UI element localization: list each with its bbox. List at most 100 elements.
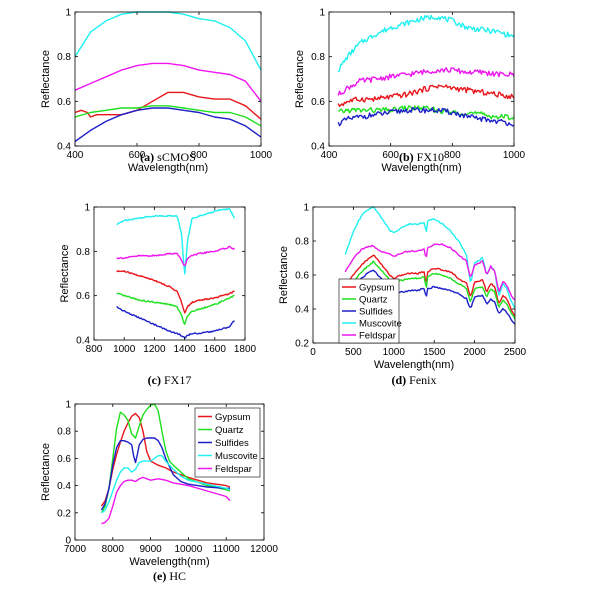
- caption-letter: (b): [399, 150, 414, 164]
- series-line-muscovite: [101, 455, 231, 514]
- y-tick-label: 0.4: [57, 142, 71, 153]
- legend-label: Quartz: [359, 294, 388, 305]
- x-tick-label: 800: [191, 150, 208, 161]
- series-line-feldspar: [344, 243, 515, 301]
- y-axis-label: Reflectance: [40, 443, 52, 501]
- y-tick-label: 1: [65, 8, 71, 19]
- caption-letter: (a): [140, 150, 154, 164]
- y-tick-label: 1: [319, 8, 325, 19]
- x-tick-label: 500: [345, 347, 362, 358]
- plot-frame: [93, 206, 246, 341]
- y-axis-label: Reflectance: [40, 50, 52, 108]
- x-tick-label: 1200: [143, 344, 166, 355]
- legend-label: Feldspar: [359, 330, 396, 341]
- series-line-sulfides: [337, 106, 514, 127]
- series-line-gypsum: [337, 84, 514, 108]
- x-tick-label: 12000: [250, 544, 278, 555]
- legend-label: Gypsum: [359, 282, 394, 293]
- x-tick-label: 1000: [113, 344, 136, 355]
- series-line-quartz: [116, 292, 235, 325]
- series-line-feldspar: [116, 245, 235, 267]
- x-tick-label: 8000: [102, 544, 125, 555]
- series-line-quartz: [344, 260, 515, 320]
- series-line-sulfides: [344, 269, 515, 325]
- x-tick-label: 600: [129, 150, 146, 161]
- series-line-sulfides: [100, 437, 230, 511]
- y-axis-label: Reflectance: [294, 50, 306, 108]
- series-line-quartz: [337, 105, 514, 121]
- caption-text: HC: [166, 569, 186, 583]
- panel-e: 7000 8000 9000 10000 11000 12000 0 0.2 0.4 0.6 0.8…: [40, 400, 278, 584]
- y-tick-label: 0: [65, 536, 71, 547]
- panel-d: 0 500 1000 1500 2000 2500 0.2 0.4 0.6 0.8 1 Wavelen…: [278, 203, 527, 388]
- x-tick-label: 10000: [174, 544, 202, 555]
- caption-text: FX10: [414, 150, 444, 164]
- series-line-gypsum: [75, 91, 261, 120]
- series-line-gypsum: [344, 254, 515, 317]
- x-tick-label: 7000: [64, 544, 87, 555]
- legend-label: Muscovite: [359, 318, 402, 329]
- series-line-sulfides: [116, 305, 235, 339]
- series-line-sulfides: [75, 107, 261, 143]
- panel-caption: (c) FX17: [148, 373, 192, 387]
- series-line-quartz: [100, 403, 231, 514]
- y-tick-label: 1: [65, 400, 71, 411]
- legend-label: Quartz: [215, 425, 244, 436]
- caption-text: Fenix: [406, 373, 436, 387]
- legend-label: Muscovite: [215, 451, 258, 462]
- y-axis-label: Reflectance: [278, 246, 290, 304]
- y-tick-label: 0.8: [76, 247, 90, 258]
- x-tick-label: 0: [310, 347, 316, 358]
- x-tick-label: 400: [67, 150, 84, 161]
- caption-text: sCMOS: [154, 150, 196, 164]
- y-axis-label: Reflectance: [59, 244, 71, 302]
- panel-c: 800 1000 1200 1400 1600 1800 0.4 0.6 0.8 1 Reflect…: [59, 203, 257, 388]
- caption-text: FX17: [161, 373, 191, 387]
- x-tick-label: 400: [321, 150, 338, 161]
- x-axis-label: Wavelength(nm): [374, 359, 454, 371]
- y-tick-label: 1: [303, 203, 309, 214]
- y-tick-label: 0.4: [311, 142, 325, 153]
- series-line-muscovite: [75, 11, 261, 71]
- x-tick-label: 1400: [173, 344, 196, 355]
- panel-caption: (d) Fenix: [391, 373, 436, 387]
- x-tick-label: 800: [444, 150, 461, 161]
- caption-letter: (e): [153, 569, 166, 583]
- series-line-feldspar: [101, 476, 231, 525]
- x-axis-label: Wavelength(nm): [381, 162, 461, 174]
- panel-caption: (e) HC: [153, 569, 186, 583]
- x-tick-label: 1600: [204, 344, 227, 355]
- caption-letter: (c): [148, 373, 161, 387]
- series-line-gypsum: [116, 270, 235, 314]
- legend-label: Sulfides: [359, 306, 393, 317]
- panel-b: 400 600 800 1000 0.4 0.6 0.8 1 Wavelength(nm) Ref…: [294, 8, 526, 175]
- x-axis-label: Wavelength(nm): [129, 556, 209, 568]
- y-tick-label: 0.8: [57, 52, 71, 63]
- panel-caption: (a) sCMOS: [140, 150, 196, 164]
- plot-frame: [74, 11, 262, 147]
- y-tick-label: 0.4: [57, 481, 71, 492]
- caption-letter: (d): [391, 373, 406, 387]
- legend-label: Sulfides: [215, 438, 249, 449]
- x-tick-label: 2500: [504, 347, 527, 358]
- x-tick-label: 1000: [250, 150, 273, 161]
- y-tick-label: 0.6: [57, 454, 71, 465]
- x-axis-label: Wavelength(nm): [128, 162, 208, 174]
- series-line-feldspar: [75, 62, 261, 102]
- x-tick-label: 1800: [234, 344, 257, 355]
- series-line-quartz: [75, 105, 261, 127]
- x-tick-label: 9000: [139, 544, 162, 555]
- plot-frame: [74, 403, 265, 541]
- y-tick-label: 0.8: [57, 427, 71, 438]
- y-tick-label: 0.8: [311, 52, 325, 63]
- y-tick-label: 0.2: [57, 508, 71, 519]
- y-tick-label: 0.8: [295, 237, 309, 248]
- y-tick-label: 0.6: [311, 97, 325, 108]
- series-line-muscovite: [116, 207, 236, 275]
- y-tick-label: 0.2: [295, 339, 309, 350]
- y-tick-label: 0.6: [57, 97, 71, 108]
- legend-box: [194, 407, 261, 478]
